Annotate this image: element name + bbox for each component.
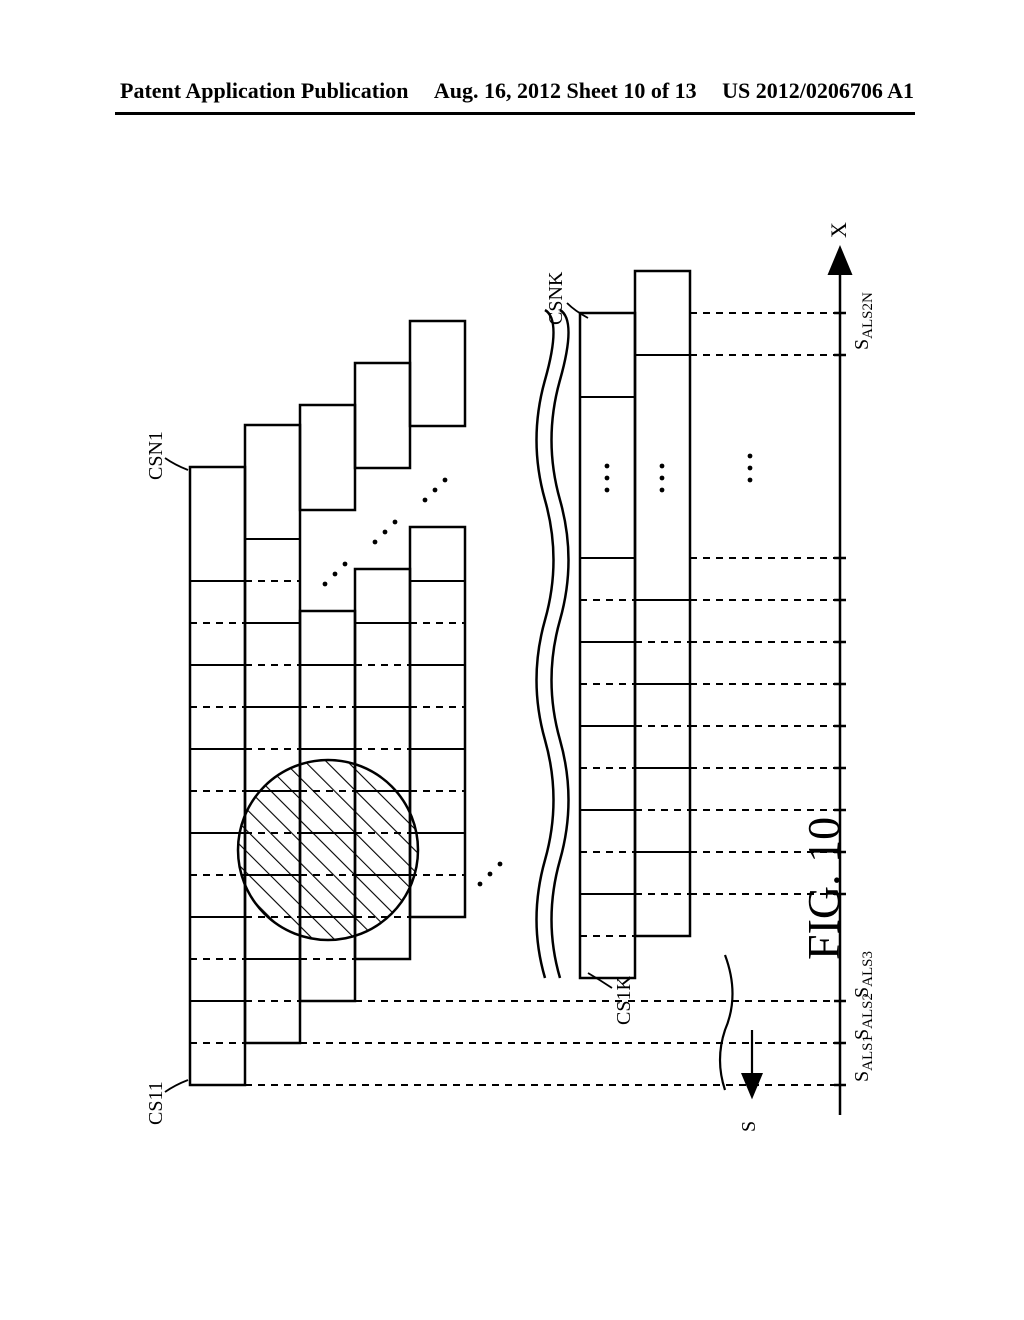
header-rule — [115, 112, 915, 115]
figure-svg: CS11 CSN1 CS1K CSNK S SALS1 SALS2 SALS3 … — [110, 170, 930, 1230]
label-csn1: CSN1 — [145, 431, 167, 480]
upper-right-rows — [300, 321, 465, 510]
figure-caption: FIG. 10 — [797, 960, 940, 1013]
figure-area: CS11 CSN1 CS1K CSNK S SALS1 SALS2 SALS3 … — [110, 170, 930, 1230]
sals-hook — [720, 955, 733, 1090]
wavy-break — [537, 310, 569, 978]
header-left: Patent Application Publication — [120, 78, 408, 104]
header-center: Aug. 16, 2012 Sheet 10 of 13 — [434, 78, 697, 104]
touch-spot-icon — [238, 760, 418, 940]
upper-rows — [190, 425, 465, 1085]
label-sals2n: SALS2N — [851, 292, 876, 350]
header-right: US 2012/0206706 A1 — [722, 78, 914, 104]
page-header: Patent Application Publication Aug. 16, … — [0, 78, 1024, 104]
label-sals: S — [738, 1121, 760, 1132]
label-cs1k: CS1K — [613, 976, 635, 1025]
label-sals1: SALS1 — [851, 1035, 876, 1082]
header-row: Patent Application Publication Aug. 16, … — [0, 78, 1024, 104]
label-cs11: CS11 — [145, 1081, 167, 1125]
label-x-axis: X — [826, 222, 851, 238]
patent-page: Patent Application Publication Aug. 16, … — [0, 0, 1024, 1320]
label-csnk: CSNK — [545, 271, 567, 325]
lower-rows — [580, 271, 690, 978]
